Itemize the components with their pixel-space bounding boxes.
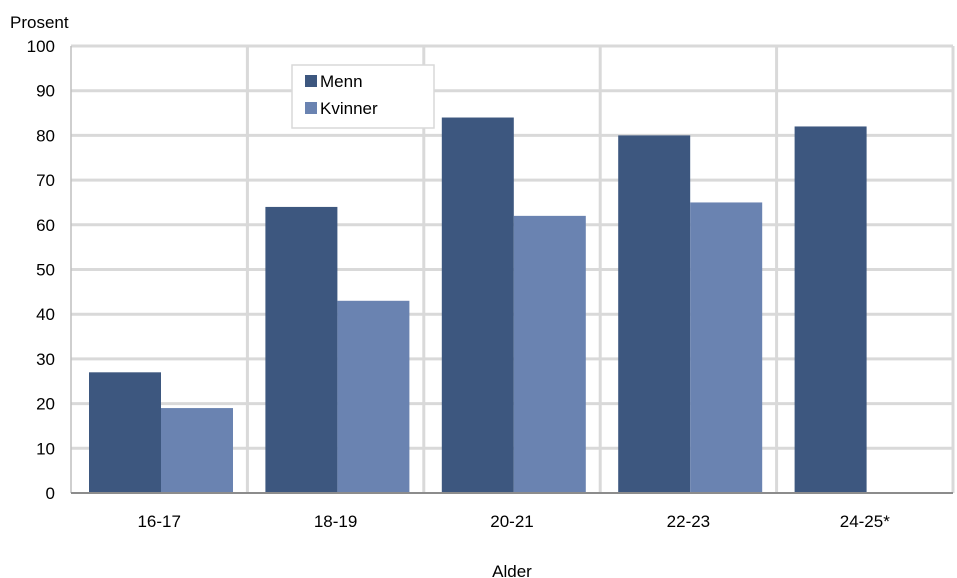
y-tick-labels: 0 10 20 30 40 50 60 70 80 90 100 — [27, 37, 55, 503]
y-tick-label-80: 80 — [36, 126, 55, 145]
legend-label-kvinner: Kvinner — [320, 99, 378, 118]
y-tick-label-10: 10 — [36, 439, 55, 458]
bar-kvinner-20-21 — [513, 215, 586, 494]
y-tick-label-90: 90 — [36, 82, 55, 101]
x-axis-label: Alder — [492, 562, 532, 578]
bar-kvinner-16-17 — [161, 408, 233, 493]
x-tick-labels: 16-17 18-19 20-21 22-23 24-25* — [137, 512, 890, 531]
x-tick-label-22-23: 22-23 — [667, 512, 710, 531]
bar-menn-24-25 — [794, 126, 867, 494]
x-tick-label-18-19: 18-19 — [314, 512, 357, 531]
y-tick-label-50: 50 — [36, 261, 55, 280]
y-tick-label-40: 40 — [36, 305, 55, 324]
legend-box — [291, 64, 435, 129]
legend-swatch-kvinner — [305, 102, 317, 114]
bar-menn-18-19 — [265, 206, 338, 494]
bar-menn-22-23 — [618, 135, 691, 493]
y-tick-label-20: 20 — [36, 395, 55, 414]
bar-kvinner-22-23 — [690, 202, 763, 493]
y-tick-label-100: 100 — [27, 37, 55, 56]
legend: Menn Kvinner — [291, 64, 435, 129]
bar-menn-20-21 — [441, 117, 514, 494]
bar-menn-16-17 — [89, 372, 161, 493]
axes — [70, 46, 953, 494]
x-tick-label-24-25: 24-25* — [840, 512, 890, 531]
y-axis-label: Prosent — [10, 13, 69, 32]
y-tick-label-70: 70 — [36, 171, 55, 190]
legend-swatch-menn — [305, 75, 317, 87]
legend-label-menn: Menn — [320, 72, 363, 91]
bar-kvinner-18-19 — [337, 300, 410, 493]
y-tick-label-0: 0 — [46, 484, 55, 503]
bars — [89, 117, 867, 494]
y-tick-label-60: 60 — [36, 216, 55, 235]
y-tick-label-30: 30 — [36, 350, 55, 369]
x-tick-label-20-21: 20-21 — [490, 512, 533, 531]
x-tick-label-16-17: 16-17 — [137, 512, 180, 531]
